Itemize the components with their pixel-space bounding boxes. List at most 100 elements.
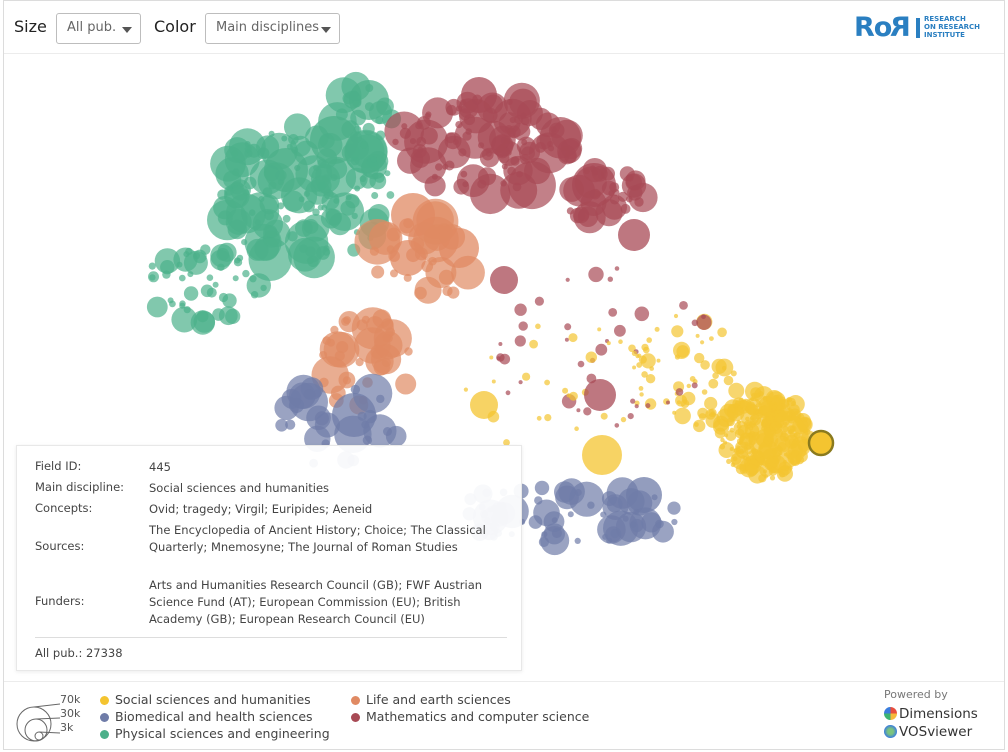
field-bubble[interactable] <box>674 407 691 425</box>
field-bubble[interactable] <box>622 515 629 522</box>
vosviewer-link[interactable]: VOSviewer <box>884 724 972 740</box>
field-bubble[interactable] <box>521 146 535 160</box>
field-bubble[interactable] <box>628 182 658 213</box>
field-bubble[interactable] <box>565 277 570 282</box>
field-bubble[interactable] <box>224 137 251 163</box>
field-bubble[interactable] <box>370 156 378 163</box>
field-bubble[interactable] <box>572 163 616 207</box>
field-bubble[interactable] <box>543 511 565 532</box>
field-bubble[interactable] <box>618 339 623 345</box>
field-bubble[interactable] <box>275 419 288 432</box>
field-bubble[interactable] <box>750 415 755 421</box>
field-bubble[interactable] <box>675 388 684 396</box>
field-bubble[interactable] <box>606 341 611 346</box>
field-bubble[interactable] <box>628 344 636 353</box>
field-bubble[interactable] <box>303 190 310 197</box>
field-bubble[interactable] <box>641 343 649 351</box>
field-bubble[interactable] <box>597 327 602 332</box>
field-bubble[interactable] <box>632 365 637 370</box>
field-bubble[interactable] <box>206 274 214 281</box>
field-bubble[interactable] <box>630 518 644 533</box>
field-bubble[interactable] <box>583 407 592 416</box>
field-bubble[interactable] <box>435 163 443 171</box>
field-bubble[interactable] <box>264 225 278 238</box>
field-bubble[interactable] <box>503 155 533 186</box>
field-bubble[interactable] <box>149 274 156 281</box>
field-bubble[interactable] <box>705 409 716 420</box>
field-bubble[interactable] <box>717 327 727 338</box>
field-bubble[interactable] <box>514 335 526 347</box>
field-bubble[interactable] <box>548 145 555 152</box>
field-bubble[interactable] <box>686 383 691 389</box>
field-bubble[interactable] <box>216 248 230 261</box>
field-bubble[interactable] <box>386 227 401 242</box>
field-bubble[interactable] <box>691 382 698 389</box>
field-bubble[interactable] <box>714 427 726 439</box>
field-bubble[interactable] <box>736 424 742 429</box>
field-bubble[interactable] <box>577 360 585 368</box>
field-bubble[interactable] <box>627 175 634 182</box>
field-bubble[interactable] <box>587 501 595 509</box>
field-bubble[interactable] <box>721 365 727 371</box>
field-bubble[interactable] <box>293 236 335 279</box>
field-bubble[interactable] <box>562 387 569 394</box>
field-bubble[interactable] <box>460 170 468 178</box>
field-bubble[interactable] <box>656 358 661 363</box>
field-bubble[interactable] <box>146 296 168 318</box>
field-bubble[interactable] <box>601 491 617 507</box>
field-bubble[interactable] <box>729 447 734 451</box>
field-bubble[interactable] <box>193 249 207 264</box>
field-bubble[interactable] <box>733 448 738 453</box>
field-bubble[interactable] <box>689 376 696 382</box>
field-bubble[interactable] <box>758 391 764 397</box>
field-bubble[interactable] <box>401 123 408 130</box>
field-bubble[interactable] <box>382 333 391 342</box>
field-bubble[interactable] <box>317 204 324 211</box>
field-bubble[interactable] <box>634 404 639 409</box>
field-bubble[interactable] <box>444 132 462 150</box>
field-bubble[interactable] <box>671 518 678 526</box>
field-bubble[interactable] <box>183 251 190 258</box>
field-bubble[interactable] <box>227 219 247 240</box>
field-bubble[interactable] <box>360 141 369 149</box>
field-bubble[interactable] <box>637 353 642 358</box>
field-bubble[interactable] <box>414 286 427 300</box>
field-bubble[interactable] <box>288 134 299 145</box>
field-bubble[interactable] <box>284 113 311 141</box>
field-bubble[interactable] <box>249 275 257 283</box>
field-bubble[interactable] <box>700 340 705 345</box>
field-bubble[interactable] <box>614 324 626 337</box>
field-bubble[interactable] <box>720 437 725 443</box>
field-bubble[interactable] <box>442 163 449 170</box>
field-bubble[interactable] <box>518 321 528 331</box>
field-bubble[interactable] <box>567 511 574 518</box>
field-bubble[interactable] <box>241 239 248 246</box>
field-bubble[interactable] <box>638 355 647 364</box>
field-bubble[interactable] <box>701 389 708 395</box>
field-bubble[interactable] <box>312 208 320 216</box>
field-bubble[interactable] <box>548 122 565 139</box>
field-bubble[interactable] <box>645 403 651 409</box>
field-bubble[interactable] <box>246 238 269 261</box>
field-bubble[interactable] <box>330 325 339 334</box>
field-bubble[interactable] <box>528 515 543 529</box>
field-bubble[interactable] <box>499 353 511 365</box>
field-bubble[interactable] <box>749 410 809 470</box>
field-bubble[interactable] <box>260 284 267 292</box>
field-bubble[interactable] <box>386 191 395 199</box>
field-bubble[interactable] <box>769 475 776 481</box>
field-bubble[interactable] <box>509 116 516 124</box>
field-bubble[interactable] <box>585 351 597 363</box>
field-bubble[interactable] <box>217 263 225 271</box>
field-bubble[interactable] <box>424 175 446 197</box>
field-bubble[interactable] <box>285 419 296 430</box>
field-bubble[interactable] <box>371 344 402 375</box>
field-bubble[interactable] <box>725 430 737 441</box>
size-select[interactable]: All pub. <box>56 13 141 44</box>
field-bubble[interactable] <box>695 333 700 338</box>
field-bubble[interactable] <box>295 219 313 237</box>
field-bubble[interactable] <box>330 174 338 181</box>
field-bubble[interactable] <box>518 380 523 385</box>
field-bubble[interactable] <box>218 292 229 303</box>
field-bubble[interactable] <box>369 172 387 190</box>
